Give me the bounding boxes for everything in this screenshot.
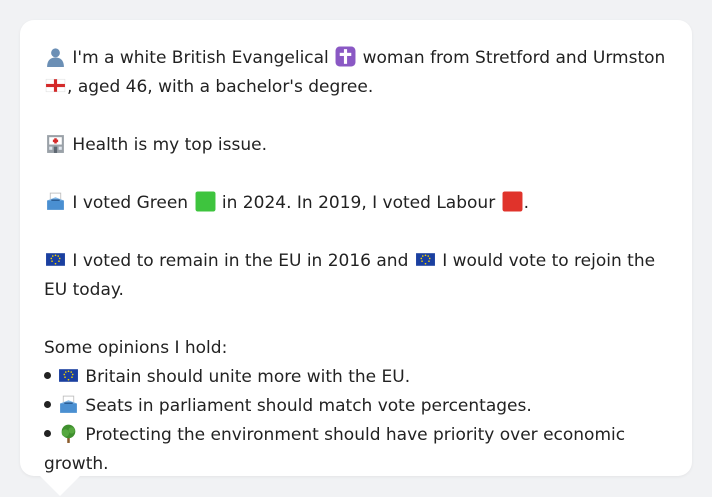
bullet-icon xyxy=(44,372,51,379)
red-square-icon xyxy=(502,191,523,212)
eu-paragraph: I voted to remain in the EU in 2016 and … xyxy=(44,247,668,305)
ballot-box-icon xyxy=(45,191,66,212)
opinion-text: Seats in parliament should match vote pe… xyxy=(85,396,532,416)
eu-text-2: I would vote to rejoin the EU xyxy=(44,251,656,300)
eu-flag-icon xyxy=(58,365,79,386)
list-item: Protecting the environment should have p… xyxy=(44,421,668,479)
opinions-section: Some opinions I hold: Britain should uni… xyxy=(44,334,668,479)
list-item: Britain should unite more with the EU. xyxy=(44,363,668,392)
opinion-text: Protecting the environment should have p… xyxy=(44,425,626,474)
eu-flag-icon xyxy=(45,249,66,270)
latin-cross-icon xyxy=(335,46,356,67)
vote-text-1: I voted Green xyxy=(72,193,189,213)
tree-icon xyxy=(58,423,79,444)
opinion-text: Britain should unite more with the EU. xyxy=(85,367,411,387)
bubble-tail xyxy=(40,476,80,496)
vote-text-2: in 2024. In 2019, I voted Labour xyxy=(221,193,496,213)
person-silhouette-icon xyxy=(45,46,66,67)
eu-text-1: I voted to remain in the EU in 2016 and xyxy=(72,251,409,271)
intro-text-2: woman from Stretford and Urmston xyxy=(362,48,666,68)
bullet-icon xyxy=(44,430,51,437)
list-item: Seats in parliament should match vote pe… xyxy=(44,392,668,421)
eu-text-3: today. xyxy=(72,280,124,300)
england-flag-icon xyxy=(45,75,66,96)
eu-flag-icon xyxy=(415,249,436,270)
bullet-icon xyxy=(44,401,51,408)
message-bubble: I'm a white British Evangelical woman fr… xyxy=(20,20,692,476)
intro-text-1: I'm a white British Evangelical xyxy=(72,48,329,68)
vote-paragraph: I voted Green in 2024. In 2019, I voted … xyxy=(44,189,668,218)
intro-text-3: aged 46, with a bachelor's degree. xyxy=(77,77,374,97)
issue-text: Health is my top issue. xyxy=(72,135,267,155)
intro-comma: , xyxy=(67,77,73,97)
ballot-box-icon xyxy=(58,394,79,415)
intro-paragraph: I'm a white British Evangelical woman fr… xyxy=(44,44,668,102)
green-square-icon xyxy=(195,191,216,212)
opinions-heading: Some opinions I hold: xyxy=(44,338,228,358)
opinions-list: Britain should unite more with the EU. S… xyxy=(44,363,668,479)
hospital-icon xyxy=(45,133,66,154)
issue-paragraph: Health is my top issue. xyxy=(44,131,668,160)
vote-period: . xyxy=(523,193,529,213)
